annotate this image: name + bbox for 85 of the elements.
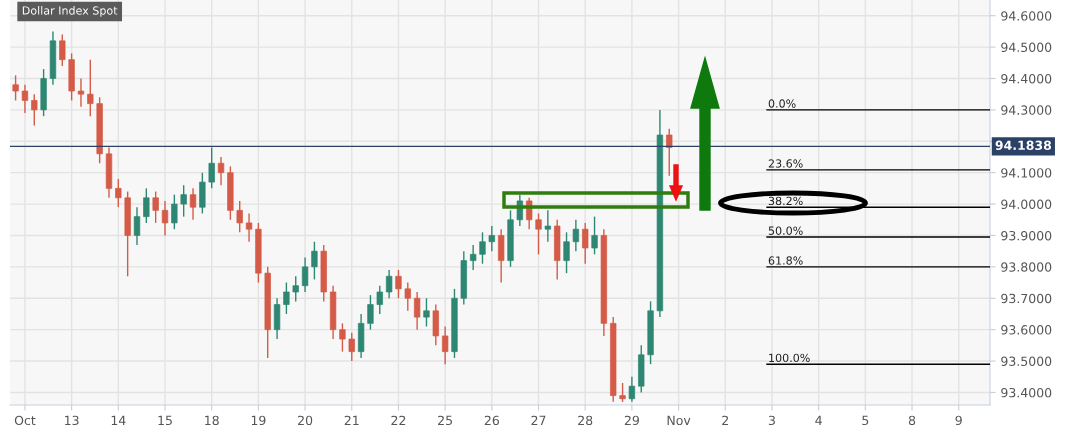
candlestick <box>301 256 309 293</box>
candlestick <box>563 231 570 274</box>
candlestick <box>292 275 299 303</box>
candlestick <box>339 322 346 353</box>
x-tick-label: 9 <box>955 415 962 426</box>
candlestick <box>619 382 626 403</box>
candlestick <box>348 332 355 362</box>
candlestick <box>488 225 495 252</box>
candlestick <box>376 285 383 315</box>
candlestick <box>217 156 225 186</box>
x-tick-label: 25 <box>438 415 452 426</box>
candlestick <box>133 206 141 246</box>
candlestick <box>77 77 85 108</box>
annotation: 38.2% <box>768 196 803 206</box>
candlestick <box>404 281 411 312</box>
annotation: 0.0% <box>768 99 796 108</box>
x-tick-label: 26 <box>484 415 499 426</box>
x-tick-label: 2 <box>722 415 728 425</box>
x-tick-label: 8 <box>908 415 916 426</box>
candlestick <box>12 74 19 102</box>
y-tick-label: 93.4000 <box>1001 387 1052 398</box>
candlestick <box>385 269 393 299</box>
y-tick-label: 93.7000 <box>1001 293 1052 304</box>
candlestick <box>180 184 187 218</box>
x-tick-label: 28 <box>578 415 593 426</box>
candlestick <box>311 241 318 281</box>
candlestick <box>31 93 38 127</box>
candlestick <box>152 190 159 224</box>
candlestick <box>591 215 598 255</box>
candlestick <box>59 33 66 67</box>
y-tick-label: 93.9000 <box>1001 230 1052 241</box>
x-tick-label: 15 <box>158 415 172 426</box>
x-tick-label: 5 <box>862 415 869 426</box>
candlestick <box>666 128 673 177</box>
y-tick-label: 94.4000 <box>1001 73 1052 84</box>
y-tick-label: 94.5000 <box>1001 42 1052 53</box>
candlestick <box>544 209 552 243</box>
x-tick-label: 13 <box>65 415 79 426</box>
candlestick <box>572 219 580 252</box>
x-tick-label: 18 <box>205 415 219 426</box>
annotation: 100.0% <box>769 353 810 363</box>
y-tick-label: 94.0000 <box>1001 199 1052 209</box>
candlestick <box>628 376 636 403</box>
candlestick <box>479 231 486 265</box>
x-tick-label: 21 <box>344 415 359 425</box>
y-tick-label: 94.3000 <box>1001 105 1052 115</box>
candlestick <box>413 291 421 331</box>
text: Dollar Index Spot <box>22 6 118 17</box>
x-tick-label: 14 <box>111 415 126 425</box>
y-tick-label: 93.5000 <box>1001 356 1052 366</box>
x-tick-label: 19 <box>251 415 266 426</box>
y-tick-label: 93.6000 <box>1001 325 1052 335</box>
y-tick-label: 94.6000 <box>1001 11 1052 21</box>
ref-line-label: 94.1838 <box>995 140 1052 150</box>
candlestick <box>395 269 402 299</box>
y-tick-label: 93.8000 <box>1001 262 1052 272</box>
candlestick <box>470 244 477 271</box>
candlestick <box>582 222 589 265</box>
candlestick <box>236 200 243 234</box>
annotation: 50.0% <box>768 226 803 235</box>
candlestick <box>441 325 449 365</box>
x-tick-label: 4 <box>815 415 822 425</box>
annotation: 61.8% <box>768 256 803 265</box>
x-tick-label: 20 <box>298 415 313 426</box>
x-tick-label: Oct <box>14 415 36 426</box>
candlestick <box>189 187 197 221</box>
x-tick-label: Nov <box>667 415 691 426</box>
candlestick <box>171 193 178 230</box>
candlestick <box>143 187 150 224</box>
x-tick-label: 22 <box>391 415 406 425</box>
candlestick <box>208 146 215 190</box>
annotation: 23.6% <box>768 159 803 168</box>
x-tick-label: 27 <box>531 415 546 425</box>
candlestick <box>87 58 94 117</box>
x-tick-label: 3 <box>768 415 775 426</box>
candlestick <box>245 212 253 243</box>
candlestick <box>161 200 169 237</box>
candlestick <box>115 178 122 208</box>
y-tick-label: 94.1000 <box>1001 168 1052 178</box>
candlestick <box>283 281 290 315</box>
candlestick <box>535 212 542 255</box>
x-tick-label: 29 <box>624 415 639 426</box>
candlestick <box>367 294 374 331</box>
candlestick <box>423 297 430 328</box>
candlestick <box>21 84 29 114</box>
